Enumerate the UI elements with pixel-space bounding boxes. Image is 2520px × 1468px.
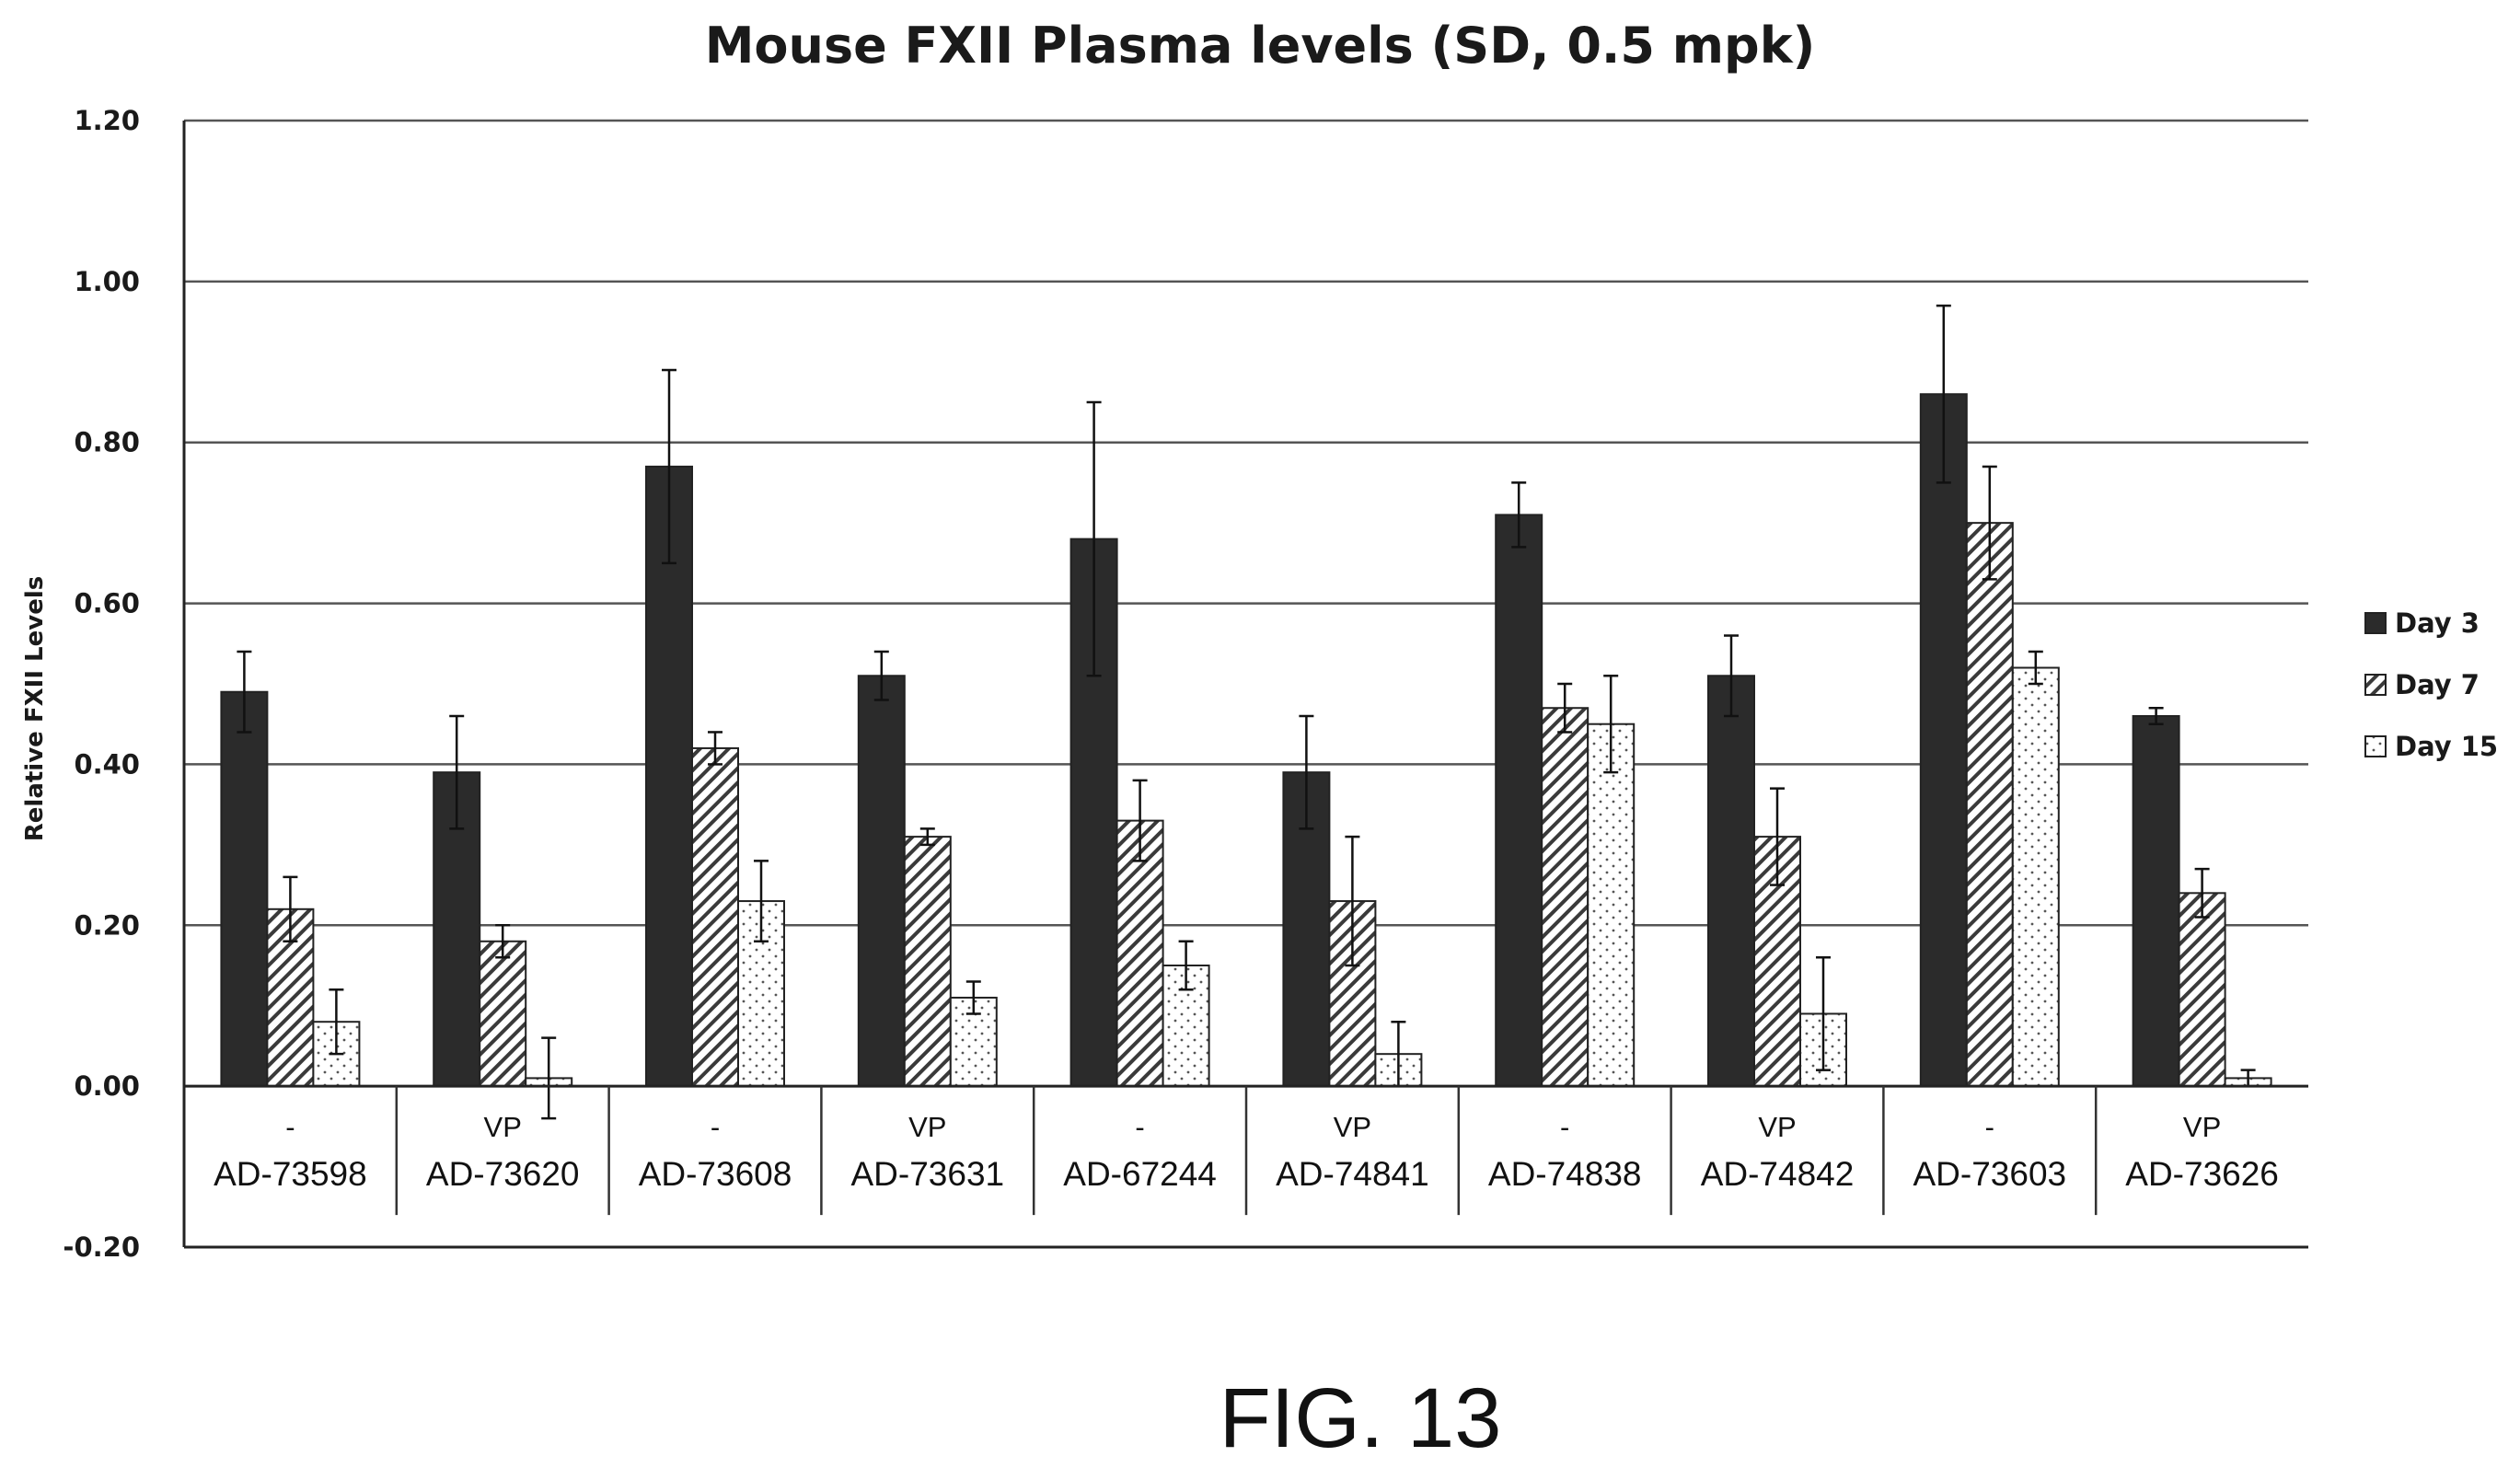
category-group-label: - bbox=[285, 1111, 295, 1143]
error-bar bbox=[283, 875, 298, 943]
error-bar bbox=[1936, 304, 1951, 484]
category-label: AD-73598 bbox=[214, 1155, 367, 1193]
error-bar bbox=[1982, 465, 1997, 581]
error-bar bbox=[1603, 675, 1619, 774]
bar bbox=[1587, 722, 1636, 1088]
category-label: AD-73620 bbox=[426, 1155, 580, 1193]
legend-label: Day 15 bbox=[2395, 731, 2498, 762]
bar bbox=[1919, 393, 1968, 1088]
bar bbox=[2178, 892, 2226, 1088]
category-label: AD-74841 bbox=[1276, 1155, 1429, 1193]
legend-item: Day 7 bbox=[2364, 669, 2480, 700]
category-group-label: VP bbox=[908, 1111, 946, 1143]
bar bbox=[2011, 666, 2060, 1088]
bar bbox=[2132, 714, 2180, 1088]
y-tick-label: 0.20 bbox=[74, 909, 140, 941]
error-bar bbox=[1178, 940, 1194, 991]
y-tick-label: -0.20 bbox=[63, 1231, 140, 1263]
category-label: AD-73631 bbox=[850, 1155, 1004, 1193]
error-bar bbox=[1086, 400, 1102, 677]
y-tick-label: 1.00 bbox=[74, 266, 140, 297]
legend-item: Day 3 bbox=[2364, 607, 2480, 639]
error-bar bbox=[662, 368, 676, 565]
y-tick-label: 0.60 bbox=[74, 588, 140, 619]
error-bar bbox=[1816, 956, 1831, 1071]
error-bar bbox=[495, 924, 511, 959]
error-bar bbox=[708, 731, 722, 766]
category-group-label: - bbox=[1560, 1111, 1569, 1143]
error-bar bbox=[754, 860, 769, 943]
y-tick-label: 1.20 bbox=[74, 105, 140, 136]
error-bar bbox=[1557, 682, 1573, 734]
error-bar bbox=[919, 827, 935, 847]
error-bar bbox=[1132, 779, 1148, 862]
y-tick-label: 0.00 bbox=[74, 1070, 140, 1102]
category-group-label: VP bbox=[1334, 1111, 1371, 1143]
bar bbox=[857, 675, 906, 1088]
bar bbox=[1541, 707, 1589, 1088]
bar bbox=[479, 940, 527, 1088]
y-tick-label: 0.80 bbox=[74, 427, 140, 458]
error-bar bbox=[965, 980, 981, 1015]
y-axis-ticks: 1.20 1.00 0.80 0.60 0.40 0.20 0.00 -0.20 bbox=[63, 105, 140, 1263]
category-group-label: - bbox=[711, 1111, 720, 1143]
chart-title: Mouse FXII Plasma levels (SD, 0.5 mpk) bbox=[705, 17, 1816, 75]
legend-swatch bbox=[2364, 735, 2387, 757]
category-group-label: VP bbox=[484, 1111, 522, 1143]
category-group-label: - bbox=[1135, 1111, 1144, 1143]
error-bar bbox=[1345, 835, 1360, 967]
error-bar bbox=[237, 650, 252, 734]
bar bbox=[1116, 819, 1164, 1088]
error-bar bbox=[1770, 787, 1785, 886]
legend-swatch bbox=[2364, 612, 2387, 634]
error-bar bbox=[541, 1036, 557, 1120]
y-axis-label: Relative FXII Levels bbox=[21, 576, 49, 841]
gridlines bbox=[184, 119, 2308, 927]
bars bbox=[220, 393, 2272, 1088]
bar bbox=[1495, 514, 1543, 1088]
category-label: AD-73608 bbox=[639, 1155, 792, 1193]
category-label: AD-74842 bbox=[1701, 1155, 1855, 1193]
y-tick-label: 0.40 bbox=[74, 748, 140, 780]
bar bbox=[691, 746, 739, 1088]
error-bar bbox=[1724, 634, 1739, 718]
legend-swatch bbox=[2364, 674, 2387, 696]
error-bar bbox=[873, 650, 889, 701]
category-label: AD-74838 bbox=[1488, 1155, 1642, 1193]
bar bbox=[1707, 675, 1755, 1088]
legend-label: Day 3 bbox=[2395, 607, 2480, 639]
error-bar bbox=[1299, 714, 1314, 830]
error-bar bbox=[2194, 867, 2210, 919]
error-bar bbox=[1511, 481, 1527, 549]
bar bbox=[1965, 522, 2014, 1088]
error-bar bbox=[329, 988, 344, 1056]
category-group-label: VP bbox=[1758, 1111, 1796, 1143]
legend-item: Day 15 bbox=[2364, 731, 2498, 762]
error-bar bbox=[2028, 650, 2043, 686]
bar bbox=[903, 836, 952, 1088]
legend: Day 3 Day 7 Day 15 bbox=[2364, 607, 2498, 762]
category-group-label: - bbox=[1985, 1111, 1994, 1143]
bar bbox=[220, 690, 269, 1088]
x-axis: - AD-73598 VP AD-73620 - AD-73608 VP AD-73631 - A… bbox=[182, 121, 2308, 1249]
figure-caption: FIG. 13 bbox=[1220, 1371, 1502, 1465]
error-bar bbox=[449, 714, 465, 830]
category-group-label: VP bbox=[2183, 1111, 2221, 1143]
error-bar bbox=[2148, 706, 2164, 725]
category-label: AD-73603 bbox=[1913, 1155, 2066, 1193]
category-label: AD-67244 bbox=[1063, 1155, 1217, 1193]
category-label: AD-73626 bbox=[2125, 1155, 2279, 1193]
legend-label: Day 7 bbox=[2395, 669, 2480, 700]
